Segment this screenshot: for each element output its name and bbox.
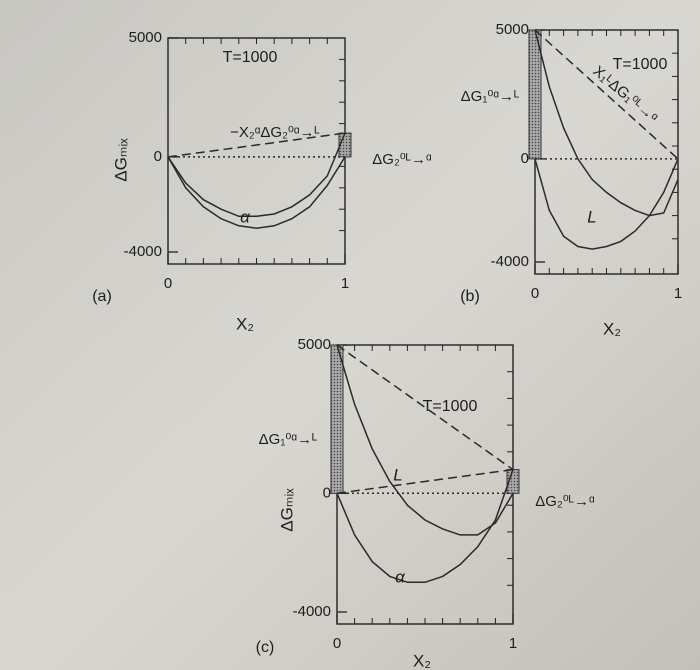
y-tick-label: 5000 xyxy=(298,336,331,353)
panel-label: (a) xyxy=(92,288,112,305)
curve-label: α xyxy=(395,567,406,586)
curve xyxy=(336,468,514,495)
curve-label: L xyxy=(587,207,596,226)
curve xyxy=(336,344,514,471)
y-tick-label: 5000 xyxy=(496,21,529,38)
y-tick-label: 0 xyxy=(323,484,331,501)
x-tick-label: 1 xyxy=(341,275,349,292)
x-tick-label: 1 xyxy=(674,285,682,302)
y-tick-label: 0 xyxy=(521,150,529,167)
x-axis-label: X₂ xyxy=(603,319,621,338)
panel-label: (b) xyxy=(460,288,480,305)
curve-label: L xyxy=(393,465,402,484)
annotation: ΔG₁⁰ᵅ→ᴸ xyxy=(461,88,520,105)
curve xyxy=(167,132,346,158)
annotation: ΔG₂⁰ᴸ→ᵅ xyxy=(372,151,432,168)
curve-label: α xyxy=(240,207,251,226)
chart-title: T=1000 xyxy=(423,398,478,415)
curve xyxy=(167,132,346,218)
y-tick-label: 5000 xyxy=(129,29,162,46)
chart-title: T=1000 xyxy=(613,56,668,73)
curve xyxy=(534,29,679,217)
annotation: ΔG₂⁰ᴸ→ᵅ xyxy=(535,493,595,510)
curve xyxy=(534,158,679,250)
y-tick-label: -4000 xyxy=(293,603,331,620)
annotation: −X₂ᵅΔG₂⁰ᵅ→ᴸ xyxy=(230,124,320,141)
hatched-bar xyxy=(330,344,344,494)
x-tick-label: 0 xyxy=(333,635,341,652)
y-axis-label: ΔGₘᵢₓ xyxy=(277,488,296,532)
annotation: ΔG₁⁰ᵅ→ᴸ xyxy=(259,431,318,448)
curve xyxy=(167,156,346,229)
y-tick-label: -4000 xyxy=(124,243,162,260)
x-axis-label: X₂ xyxy=(236,314,254,333)
panel-label: (c) xyxy=(256,639,275,656)
y-tick-label: -4000 xyxy=(491,253,529,270)
x-tick-label: 1 xyxy=(509,635,517,652)
y-axis-label: ΔGₘᵢₓ xyxy=(111,138,130,182)
x-axis-label: X₂ xyxy=(413,651,431,670)
curve xyxy=(336,344,514,536)
chart-title: T=1000 xyxy=(223,49,278,66)
x-tick-label: 0 xyxy=(531,285,539,302)
curve xyxy=(336,469,514,584)
y-tick-label: 0 xyxy=(154,148,162,165)
curve xyxy=(534,29,679,160)
x-tick-label: 0 xyxy=(164,275,172,292)
